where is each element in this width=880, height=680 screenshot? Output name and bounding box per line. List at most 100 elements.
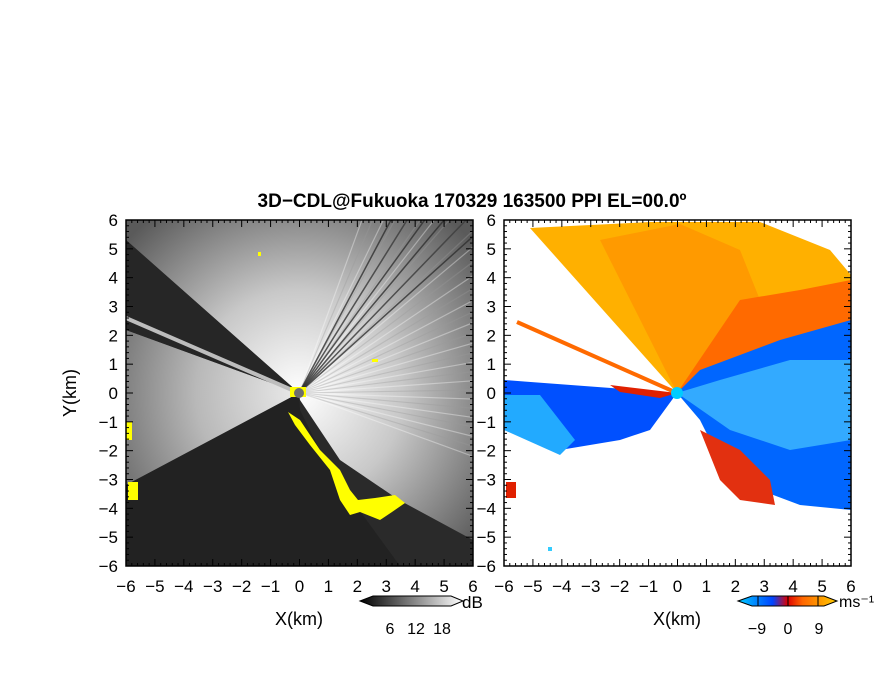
- x-tick-label: 3: [382, 577, 391, 596]
- velocity-colorbar-tick-1: 0: [784, 621, 793, 638]
- reflectivity-yellow-spot-2: [128, 482, 138, 500]
- x-tick-label: −3: [203, 577, 222, 596]
- x-tick-label: 4: [788, 577, 797, 596]
- x-tick-label: 4: [410, 577, 419, 596]
- reflectivity-beam: [298, 229, 473, 394]
- y-tick-label: −2: [477, 442, 496, 461]
- y-tick-label: 1: [109, 355, 118, 374]
- x-tick-label: 5: [439, 577, 448, 596]
- x-tick-label: −6: [494, 577, 513, 596]
- reflectivity-dark-beam: [298, 220, 408, 394]
- y-tick-label: 6: [487, 211, 496, 230]
- velocity-colorbar-tick-0: −9: [748, 621, 766, 638]
- reflectivity-beam: [298, 380, 473, 394]
- y-tick-label: −6: [477, 557, 496, 576]
- y-tick-label: −4: [99, 499, 118, 518]
- velocity-speck-2: [506, 482, 516, 498]
- velocity-zero-edge-west: [610, 385, 677, 398]
- reflectivity-colorbar-unit: dB: [462, 593, 483, 612]
- reflectivity-colorbar-tick-0: 6: [386, 621, 395, 638]
- reflectivity-yellow-mask: [288, 412, 405, 520]
- figure-title: 3D−CDL@Fukuoka 170329 163500 PPI EL=00.0…: [258, 191, 687, 212]
- x-tick-label: −5: [523, 577, 542, 596]
- reflectivity-beam: [298, 389, 473, 394]
- y-tick-label: −3: [99, 471, 118, 490]
- x-tick-label: 1: [324, 577, 333, 596]
- reflectivity-beam: [298, 220, 435, 394]
- y-tick-label: −6: [99, 557, 118, 576]
- reflectivity-beam: [298, 392, 473, 438]
- reflectivity-beam: [298, 392, 473, 409]
- y-tick-label: 2: [487, 326, 496, 345]
- reflectivity-beam: [298, 392, 473, 447]
- reflectivity-shadow-lower: [126, 393, 400, 566]
- y-tick-label: −2: [99, 442, 118, 461]
- y-tick-label: 3: [109, 298, 118, 317]
- velocity-ray: [516, 320, 678, 395]
- reflectivity-radar-site: [294, 388, 304, 398]
- y-tick-label: −4: [477, 499, 496, 518]
- reflectivity-beam: [298, 352, 473, 394]
- velocity-receding-inner: [600, 224, 760, 393]
- x-tick-label: 0: [673, 577, 682, 596]
- reflectivity-colorbar-tick-2: 18: [433, 621, 451, 638]
- y-tick-label: −3: [477, 471, 496, 490]
- x-tick-label: 5: [817, 577, 826, 596]
- x-tick-label: 2: [731, 577, 740, 596]
- reflectivity-beams: [298, 220, 473, 457]
- y-tick-label: 0: [487, 384, 496, 403]
- y-tick-label: 5: [487, 240, 496, 259]
- reflectivity-beam: [298, 392, 473, 457]
- y-tick-label: −1: [99, 413, 118, 432]
- velocity-approaching-west-far: [504, 395, 575, 455]
- x-tick-label: −1: [261, 577, 280, 596]
- velocity-speck-1: [548, 547, 552, 551]
- y-tick-label: 4: [487, 269, 496, 288]
- reflectivity-beam: [298, 392, 473, 400]
- reflectivity-colorbar-tick-1: 12: [407, 621, 425, 638]
- reflectivity-beam: [298, 246, 473, 394]
- y-tick-label: 6: [109, 211, 118, 230]
- x-tick-label: −1: [639, 577, 658, 596]
- velocity-approaching-core: [677, 360, 851, 450]
- reflectivity-yellow-spot-1: [126, 422, 132, 440]
- reflectivity-left-region: [126, 330, 299, 485]
- x-tick-label: 1: [702, 577, 711, 596]
- reflectivity-beam: [298, 392, 473, 419]
- x-tick-label: 6: [468, 577, 477, 596]
- reflectivity-colorbar-bar: [358, 595, 465, 607]
- y-tick-label: 3: [487, 298, 496, 317]
- reflectivity-beam: [298, 299, 473, 394]
- reflectivity-beam: [298, 371, 473, 394]
- y-tick-label: 0: [109, 384, 118, 403]
- y-tick-label: 5: [109, 240, 118, 259]
- reflectivity-beam: [298, 274, 473, 394]
- reflectivity-beam: [298, 361, 473, 394]
- x-tick-label: 6: [846, 577, 855, 596]
- velocity-radar-site: [671, 387, 683, 399]
- velocity-colorbar-unit: ms⁻¹: [839, 594, 874, 611]
- x-tick-label: 2: [353, 577, 362, 596]
- x-tick-label: −6: [116, 577, 135, 596]
- velocity-xlabel: X(km): [653, 609, 701, 629]
- reflectivity-beam: [298, 220, 374, 394]
- reflectivity-colorbar: dB 6 12 18: [358, 593, 483, 638]
- velocity-colorbar-tick-2: 9: [815, 621, 824, 638]
- velocity-colorbar: ms⁻¹ −9 0 9: [736, 594, 874, 638]
- reflectivity-xlabel: X(km): [275, 609, 323, 629]
- y-tick-label: −1: [477, 413, 496, 432]
- reflectivity-beam: [298, 220, 421, 394]
- reflectivity-beam: [298, 261, 473, 394]
- reflectivity-beam: [298, 220, 363, 394]
- reflectivity-beam: [298, 220, 396, 394]
- reflectivity-dark-beam: [298, 220, 468, 394]
- reflectivity-beam: [298, 287, 473, 394]
- x-tick-label: −2: [610, 577, 629, 596]
- y-tick-label: −5: [477, 528, 496, 547]
- reflectivity-dark-beam: [298, 220, 426, 394]
- y-tick-label: 2: [109, 326, 118, 345]
- reflectivity-dark-beam: [298, 220, 446, 394]
